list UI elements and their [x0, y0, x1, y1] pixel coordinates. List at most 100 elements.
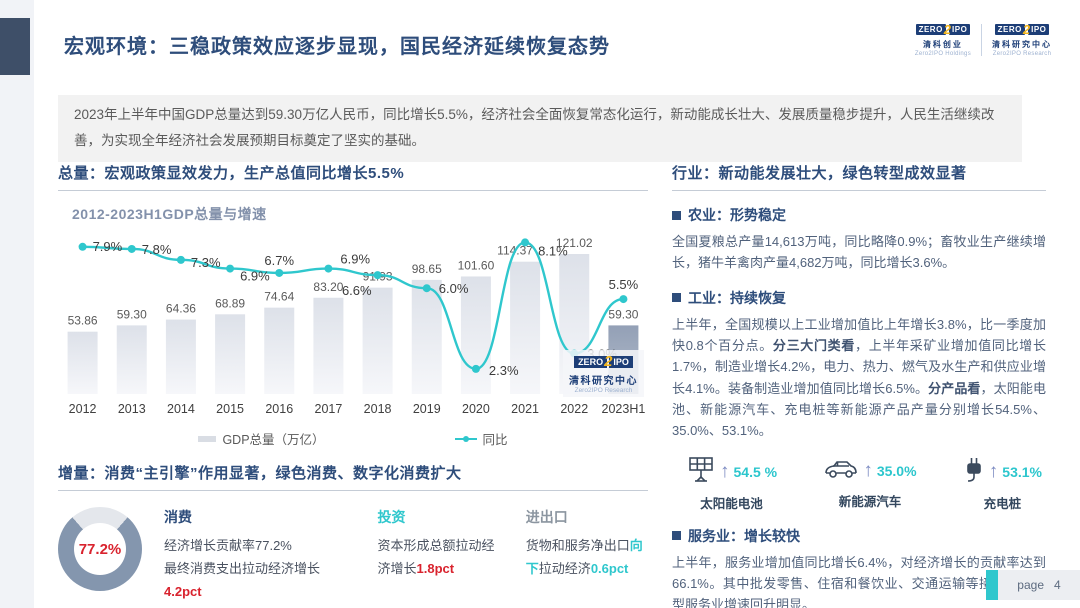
consumption-title: 消费	[164, 509, 192, 525]
ev-car-icon	[823, 456, 859, 486]
line-swatch-icon	[454, 434, 477, 444]
stat-item: ↑ 54.5 % 太阳能电池	[686, 456, 777, 512]
consumption-accent: 4.2pct	[164, 583, 202, 599]
page-number-tag: page 4	[986, 570, 1080, 600]
donut-hole: 77.2%	[74, 523, 126, 575]
chart-watermark-logo: ZERO 2 IPO 清科研究中心 Zero2IPO Research	[563, 350, 644, 397]
investment-title: 投资	[377, 509, 406, 525]
demand-breakdown-row: 77.2% 消费 经济增长贡献率77.2% 最终消费支出拉动经济增长 4.2pct…	[58, 507, 648, 603]
svg-text:74.64: 74.64	[264, 290, 294, 304]
industry-title: 工业：持续恢复	[688, 289, 786, 306]
svg-text:2022: 2022	[560, 402, 588, 416]
gdp-chart-svg: 53.86 2012 59.30 2013 64.36 2014 68.89 2015 74.6…	[68, 236, 646, 416]
watermark-en-name: Zero2IPO Research	[574, 387, 633, 394]
svg-text:6.7%: 6.7%	[264, 253, 294, 268]
svg-text:6.9%: 6.9%	[340, 252, 370, 267]
trade-line: 货物和服务净出口向下拉动经济0.6pct	[526, 535, 648, 581]
donut-value: 77.2%	[78, 540, 122, 558]
services-title: 服务业：增长较快	[688, 527, 800, 544]
watermark-ipo: IPO	[609, 355, 633, 368]
svg-text:2017: 2017	[315, 402, 343, 416]
svg-text:59.30: 59.30	[608, 307, 638, 321]
logo-ipo: IPO	[949, 24, 971, 35]
svg-text:83.20: 83.20	[313, 280, 343, 294]
svg-text:59.30: 59.30	[117, 307, 147, 321]
svg-text:2014: 2014	[167, 402, 195, 416]
investment-line-text: 资本形成总额拉动经济增长	[377, 538, 495, 576]
right-column: 行业：新动能发展壮大，绿色转型成效显著 农业：形势稳定 全国夏粮总产量14,61…	[672, 162, 1046, 608]
svg-text:98.65: 98.65	[412, 262, 442, 276]
bullet-square-icon	[672, 531, 681, 540]
logo-ipo: IPO	[1028, 24, 1050, 35]
trade-title: 进出口	[525, 509, 568, 525]
industry-body: 上半年，全国规模以上工业增加值比上年增长3.8%，比一季度加快0.8个百分点。分…	[672, 316, 1046, 439]
bullet-square-icon	[672, 293, 681, 303]
legend-yoy: 同比	[454, 429, 508, 448]
svg-text:2020: 2020	[462, 402, 490, 416]
trade-accent-pct: 0.6pct	[590, 560, 629, 576]
watermark-two: 2	[604, 353, 613, 370]
logo-cn-name: 清科研究中心	[992, 40, 1052, 49]
logo-divider	[981, 23, 982, 56]
svg-text:101.60: 101.60	[458, 258, 495, 272]
svg-text:64.36: 64.36	[166, 302, 196, 316]
logo-zero: ZERO	[915, 24, 946, 35]
svg-text:121.02: 121.02	[556, 236, 593, 250]
page-number: 4	[1054, 578, 1061, 592]
page-tag-accent-strip	[986, 570, 998, 600]
stat-label: 太阳能电池	[700, 496, 763, 511]
svg-text:2019: 2019	[413, 402, 441, 416]
left-column: 总量：宏观政策显效发力，生产总值同比增长5.5% 2012-2023H1GDP总…	[58, 162, 648, 608]
svg-text:2015: 2015	[216, 402, 244, 416]
svg-text:2016: 2016	[265, 402, 293, 416]
investment-line: 资本形成总额拉动经济增长1.8pct	[377, 535, 503, 581]
svg-text:7.3%: 7.3%	[191, 255, 221, 270]
trade-line-mid: 拉动经济	[538, 560, 591, 576]
legend-bar-label: GDP总量（万亿）	[222, 433, 325, 447]
page-label: page	[1017, 578, 1044, 592]
legend-gdp-total: GDP总量（万亿）	[198, 429, 325, 448]
svg-text:2021: 2021	[511, 402, 539, 416]
agriculture-body: 全国夏粮总产量14,613万吨，同比略降0.9%；畜牧业生产继续增长，猪牛羊禽肉…	[672, 234, 1046, 271]
consumption-donut-chart: 77.2%	[58, 507, 142, 591]
left-gutter	[0, 0, 34, 608]
up-arrow-icon: ↑	[720, 461, 730, 482]
logo-two: 2	[1022, 22, 1031, 37]
bar-swatch-icon	[198, 435, 217, 442]
svg-text:2012: 2012	[69, 402, 97, 416]
total-section-header: 总量：宏观政策显效发力，生产总值同比增长5.5%	[58, 162, 648, 191]
stat-value: 54.5 %	[733, 463, 778, 480]
zero2ipo-research-logo: ZERO 2 IPO 清科研究中心 Zero2IPO Research	[992, 22, 1052, 57]
svg-text:2023H1: 2023H1	[602, 402, 646, 416]
gdp-chart-title: 2012-2023H1GDP总量与增速	[72, 206, 267, 222]
logo-two: 2	[943, 22, 952, 37]
svg-text:6.9%: 6.9%	[240, 269, 270, 284]
logo-en-name: Zero2IPO Research	[992, 51, 1052, 57]
stat-value: 35.0%	[876, 462, 917, 479]
industry-section-header: 行业：新动能发展壮大，绿色转型成效显著	[672, 162, 1046, 191]
zero2ipo-holdings-logo: ZERO 2 IPO 清科创业 Zero2IPO Holdings	[915, 22, 971, 57]
stat-item: ↑ 53.1% 充电桩	[963, 456, 1042, 512]
svg-text:53.86: 53.86	[68, 314, 98, 328]
brand-logos: ZERO 2 IPO 清科创业 Zero2IPO Holdings ZERO 2…	[915, 22, 1052, 57]
investment-accent: 1.8pct	[416, 560, 455, 576]
svg-text:7.8%: 7.8%	[142, 242, 172, 257]
watermark-cn-name: 清科研究中心	[569, 376, 638, 387]
logo-en-name: Zero2IPO Holdings	[914, 51, 971, 57]
trade-block: 进出口 货物和服务净出口向下拉动经济0.6pct	[526, 507, 648, 581]
investment-block: 投资 资本形成总额拉动经济增长1.8pct	[377, 507, 503, 581]
gdp-chart: 53.86 2012 59.30 2013 64.36 2014 68.89 2015 74.6…	[58, 226, 648, 427]
svg-text:7.9%: 7.9%	[93, 239, 123, 254]
services-subheader: 服务业：增长较快	[672, 526, 1046, 546]
up-arrow-icon: ↑	[988, 461, 999, 482]
stat-value: 53.1%	[1002, 463, 1042, 480]
logo-zero: ZERO	[994, 24, 1025, 35]
consumption-line2: 最终消费支出拉动经济增长 4.2pct	[164, 558, 355, 604]
svg-text:2018: 2018	[364, 402, 392, 416]
chart-legend: GDP总量（万亿） 同比	[58, 429, 648, 448]
page-title: 宏观环境：三稳政策效应逐步显现，国民经济延续恢复态势	[64, 36, 610, 58]
svg-text:2.3%: 2.3%	[489, 363, 519, 378]
svg-text:8.1%: 8.1%	[538, 243, 568, 258]
svg-text:2013: 2013	[118, 402, 146, 416]
summary-banner: 2023年上半年中国GDP总量达到59.30万亿人民币，同比增长5.5%，经济社…	[58, 95, 1022, 162]
